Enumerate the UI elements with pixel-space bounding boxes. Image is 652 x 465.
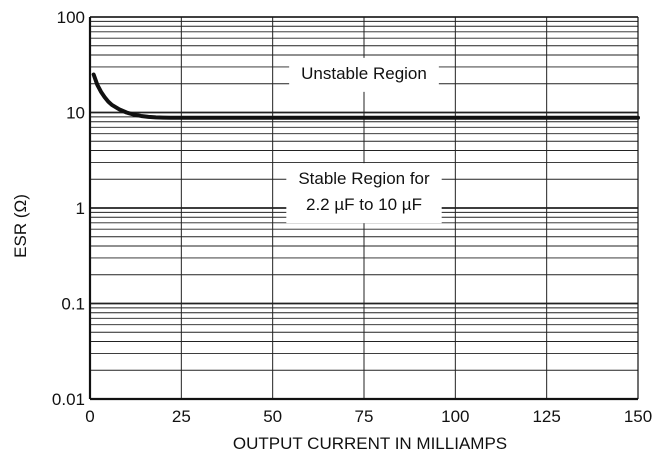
region-labels: Unstable Region Stable Region for 2.2 µF t… bbox=[298, 64, 430, 214]
grid bbox=[89, 16, 639, 400]
x-tick-label: 150 bbox=[624, 407, 652, 426]
stable-region-label: Stable Region for bbox=[298, 169, 430, 188]
region-label-backgrounds bbox=[286, 57, 442, 224]
y-tick-label: 0.1 bbox=[61, 295, 85, 314]
x-tick-label: 50 bbox=[263, 407, 282, 426]
esr-boundary-curve bbox=[91, 72, 640, 120]
x-axis-label: OUTPUT CURRENT IN MILLIAMPS bbox=[233, 434, 507, 453]
y-tick-label: 0.01 bbox=[52, 390, 85, 409]
unstable-region-label: Unstable Region bbox=[301, 64, 427, 83]
y-tick-label: 100 bbox=[57, 8, 85, 27]
y-tick-label: 1 bbox=[76, 199, 85, 218]
x-tick-label: 125 bbox=[532, 407, 560, 426]
y-tick-label: 10 bbox=[66, 104, 85, 123]
series bbox=[91, 72, 640, 120]
plot-frame bbox=[88, 16, 639, 401]
x-tick-label: 75 bbox=[355, 407, 374, 426]
region-label-background bbox=[289, 57, 439, 92]
region-label-background bbox=[286, 163, 442, 224]
x-tick-label: 100 bbox=[441, 407, 469, 426]
x-tick-label: 0 bbox=[85, 407, 94, 426]
y-axis-label: ESR (Ω) bbox=[11, 194, 30, 258]
tick-labels: 0 25 50 75 100 125 150 0.01 0.1 1 10 100 bbox=[52, 8, 652, 426]
x-tick-label: 25 bbox=[172, 407, 191, 426]
stable-region-label: 2.2 µF to 10 µF bbox=[306, 195, 422, 214]
